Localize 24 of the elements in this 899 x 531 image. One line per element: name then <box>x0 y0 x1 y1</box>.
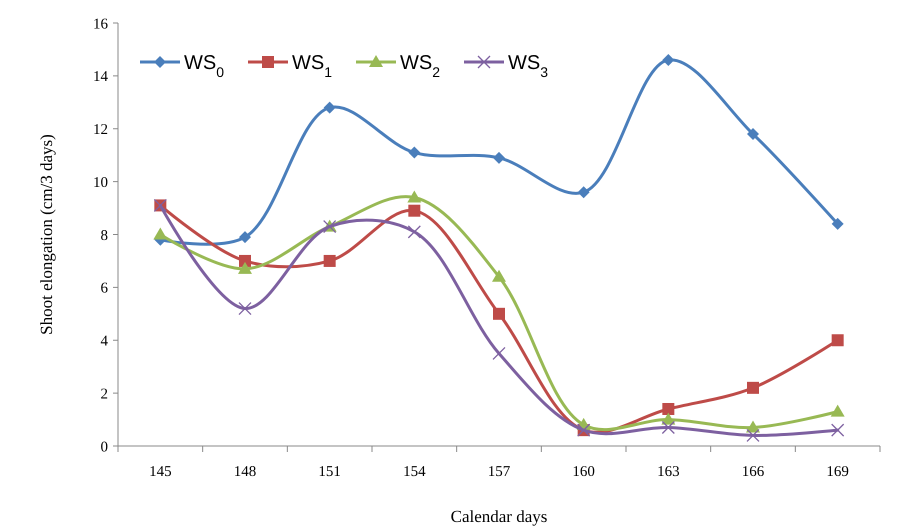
x-tick-label: 154 <box>403 464 426 480</box>
y-tick-label: 4 <box>100 334 108 350</box>
x-tick-label: 163 <box>657 464 680 480</box>
legend-label: WS$_{0}$ <box>184 52 224 80</box>
y-tick-label: 16 <box>93 16 108 32</box>
legend-label: WS$_{2}$ <box>400 52 440 80</box>
x-tick-label: 148 <box>234 464 256 480</box>
x-tick-label: 151 <box>318 464 341 480</box>
y-tick-label: 6 <box>100 280 108 297</box>
y-tick-label: 0 <box>100 439 108 456</box>
x-tick-label: 160 <box>572 464 595 480</box>
y-tick-label: 12 <box>93 122 108 138</box>
x-axis-title: Calendar days <box>450 507 548 526</box>
x-tick-label: 166 <box>742 464 765 480</box>
x-tick-label: 157 <box>488 464 511 480</box>
y-tick-label: 10 <box>93 174 108 191</box>
y-tick-label: 14 <box>93 69 108 86</box>
x-tick-label: 145 <box>149 464 172 480</box>
legend-label: WS$_{1}$ <box>292 52 332 80</box>
y-tick-label: 8 <box>100 228 108 244</box>
x-tick-label: 169 <box>826 464 849 480</box>
y-axis-title: Shoot elongation (cm/3 days) <box>37 134 56 335</box>
y-tick-label: 2 <box>100 386 108 402</box>
legend-label: WS$_{3}$ <box>508 52 548 80</box>
